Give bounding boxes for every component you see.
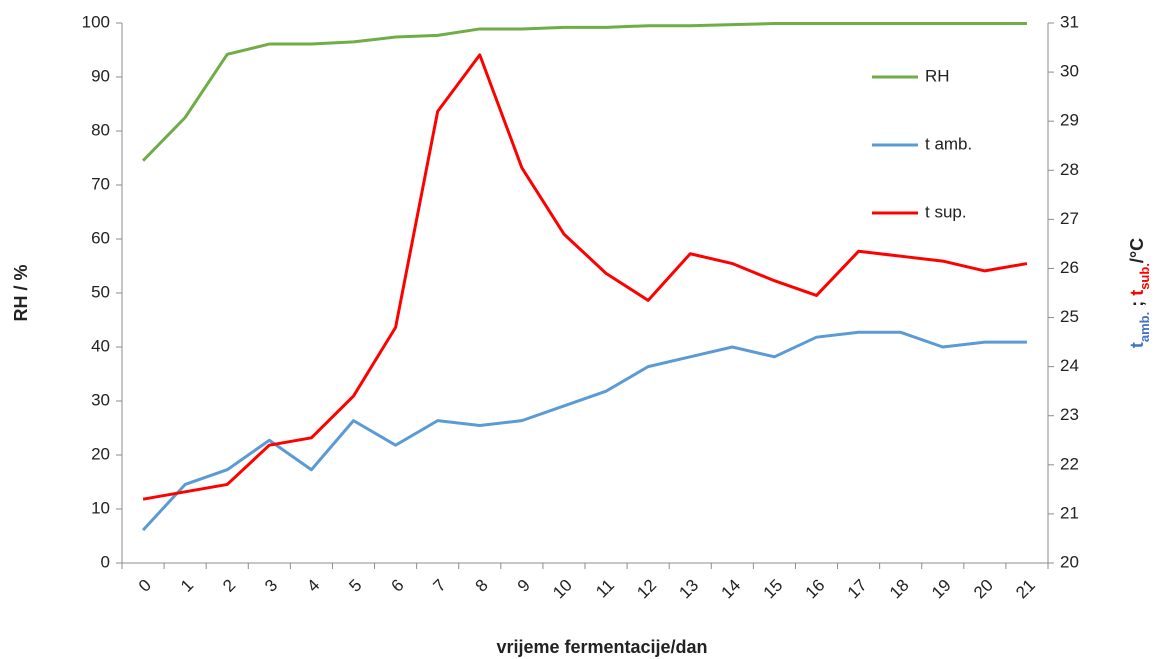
y2-tick-label: 29 <box>1060 111 1079 130</box>
y2-tick-label: 27 <box>1060 209 1079 228</box>
y-tick-label: 100 <box>82 12 110 31</box>
y-tick-label: 80 <box>91 120 110 139</box>
series-line <box>142 53 1028 501</box>
y2-tick-label: 31 <box>1060 12 1079 31</box>
y2-tick-label: 25 <box>1060 307 1079 326</box>
y2-tick-label: 30 <box>1060 62 1079 81</box>
x-tick-label: 14 <box>718 576 745 603</box>
y2-tick-label: 21 <box>1060 503 1079 522</box>
x-tick-label: 21 <box>1012 576 1039 603</box>
x-tick-label: 12 <box>633 576 660 603</box>
x-tick-label: 3 <box>261 576 281 596</box>
x-tick-label: 8 <box>472 576 492 596</box>
x-tick-label: 18 <box>886 576 913 603</box>
y-tick-label: 50 <box>91 282 110 301</box>
x-axis-title: vrijeme fermentacije/dan <box>496 637 707 657</box>
x-tick-label: 10 <box>549 576 576 603</box>
y2-title-part: sub. <box>1137 263 1152 290</box>
y-axis-title: RH / % <box>11 264 31 321</box>
x-tick-label: 17 <box>844 576 871 603</box>
y2-tick-label: 26 <box>1060 258 1079 277</box>
y2-tick-label: 22 <box>1060 454 1079 473</box>
y-tick-label: 40 <box>91 336 110 355</box>
x-tick-label: 19 <box>928 576 955 603</box>
y2-title-part: /°C <box>1127 238 1147 263</box>
x-tick-label: 13 <box>675 576 702 603</box>
x-tick-label: 4 <box>303 576 323 596</box>
y2-tick-label: 28 <box>1060 160 1079 179</box>
y2-title-part: amb. <box>1137 312 1152 342</box>
y2-tick-label: 20 <box>1060 552 1079 571</box>
y-tick-label: 90 <box>91 66 110 85</box>
x-tick-label: 6 <box>387 576 407 596</box>
x-tick-label: 16 <box>802 576 829 603</box>
x-tick-label: 5 <box>345 576 365 596</box>
x-tick-label: 9 <box>514 576 534 596</box>
x-tick-label: 20 <box>970 576 997 603</box>
x-tick-label: 11 <box>592 576 618 602</box>
x-tick-label: 7 <box>430 576 450 596</box>
y-tick-label: 30 <box>91 390 110 409</box>
series-line <box>141 330 1027 532</box>
y2-title-part: t <box>1127 290 1147 296</box>
y-tick-label: 20 <box>91 444 110 463</box>
y2-title-part: t <box>1127 342 1147 348</box>
series-line <box>141 22 1027 162</box>
y2-tick-label: 24 <box>1060 356 1079 375</box>
y2-title-part: ; <box>1127 296 1147 312</box>
legend-label: t amb. <box>925 134 972 153</box>
y-tick-label: 10 <box>91 498 110 517</box>
y2-tick-label: 23 <box>1060 405 1079 424</box>
x-tick-label: 2 <box>219 576 239 596</box>
legend-label: t sup. <box>925 202 967 221</box>
x-tick-label: 15 <box>760 576 787 603</box>
y-tick-label: 70 <box>91 174 110 193</box>
legend-label: RH <box>925 66 950 85</box>
y-tick-label: 60 <box>91 228 110 247</box>
x-tick-label: 1 <box>177 576 197 596</box>
x-tick-label: 0 <box>135 576 155 596</box>
y2-axis-title: tamb. ; tsub./°C <box>1127 238 1152 348</box>
y-tick-label: 0 <box>101 552 110 571</box>
